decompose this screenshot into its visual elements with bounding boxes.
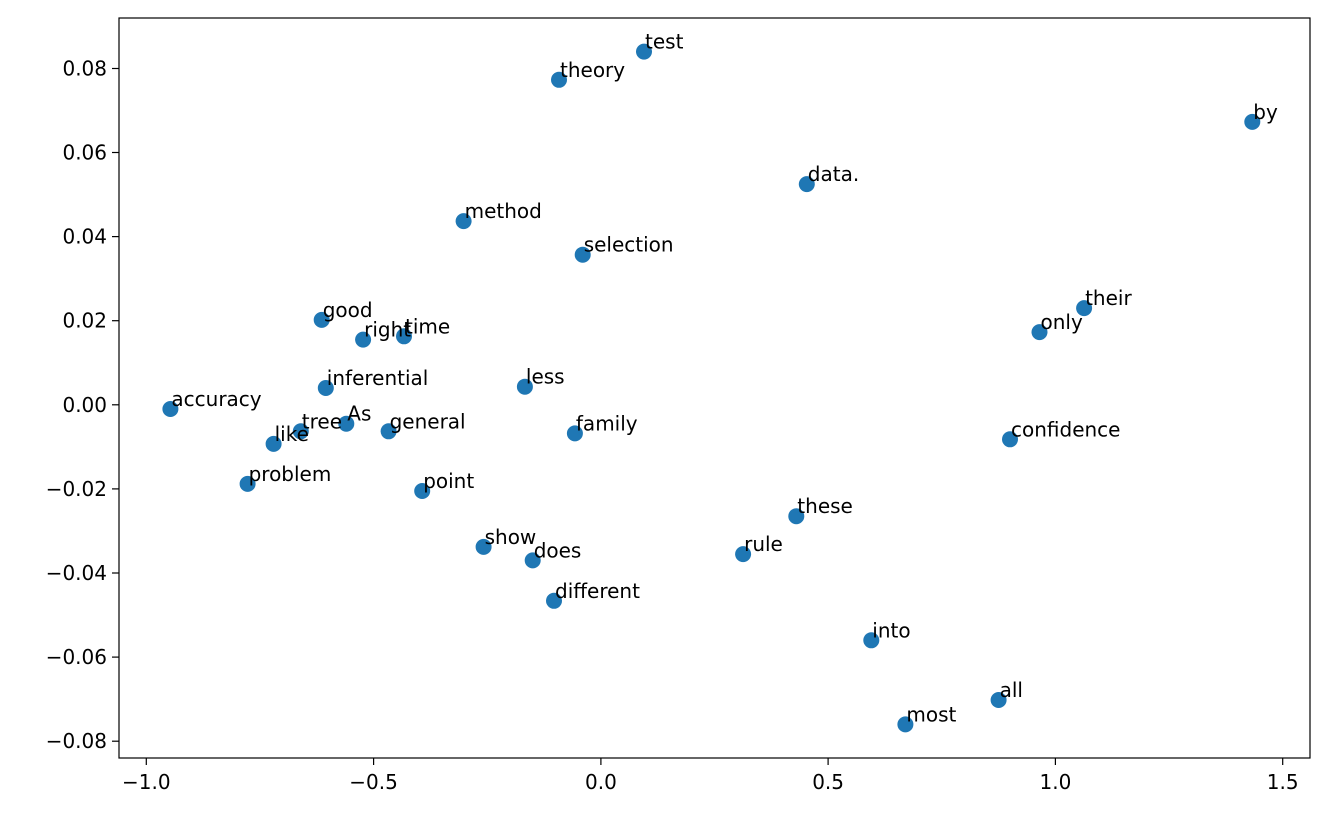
data-point — [414, 483, 431, 499]
point-label: theory — [560, 58, 625, 82]
data-point — [735, 546, 752, 563]
data-point — [239, 475, 256, 492]
data-point — [1002, 431, 1018, 448]
data-point — [574, 246, 591, 263]
point-label: selection — [584, 233, 674, 257]
point-label: test — [645, 30, 684, 54]
data-point — [1076, 300, 1093, 317]
y-tick-label: −0.08 — [46, 729, 107, 753]
y-tick-label: 0.00 — [62, 393, 107, 417]
point-label: inferential — [327, 366, 429, 390]
y-tick-label: 0.06 — [62, 141, 107, 165]
data-point — [355, 331, 372, 348]
data-point — [524, 552, 541, 569]
data-point — [990, 692, 1007, 708]
data-points — [162, 43, 1261, 733]
point-label: most — [906, 702, 956, 726]
point-labels: test theory by data. method selection their goo… — [171, 30, 1278, 727]
x-axis-ticks: −1.0 −0.5 0.0 0.5 1.0 1.5 — [122, 758, 1299, 794]
data-point — [455, 213, 472, 230]
y-tick-label: 0.04 — [62, 225, 107, 249]
data-point — [475, 538, 492, 555]
data-point — [516, 378, 533, 395]
point-label: data. — [808, 162, 859, 186]
y-tick-label: −0.04 — [46, 561, 107, 585]
data-point — [566, 425, 583, 442]
data-point — [265, 435, 282, 452]
y-tick-label: −0.02 — [46, 477, 107, 501]
point-label: right — [364, 318, 411, 342]
point-label: by — [1253, 100, 1278, 124]
data-point — [788, 508, 805, 525]
x-tick-label: −1.0 — [122, 770, 171, 794]
data-point — [292, 423, 309, 440]
x-tick-label: 1.0 — [1039, 770, 1071, 794]
point-label: good — [323, 298, 373, 322]
data-point — [338, 415, 355, 432]
x-tick-label: 0.5 — [812, 770, 844, 794]
point-label: these — [797, 494, 853, 518]
y-tick-label: 0.08 — [62, 57, 107, 81]
point-label: confidence — [1011, 417, 1120, 441]
point-label: accuracy — [171, 387, 261, 411]
data-point — [897, 716, 914, 733]
y-tick-label: −0.06 — [46, 645, 107, 669]
data-point — [380, 423, 397, 440]
data-point — [1031, 324, 1048, 341]
point-label: tree — [302, 409, 342, 433]
point-label: rule — [744, 532, 783, 556]
data-point — [798, 176, 815, 193]
data-point — [546, 592, 562, 609]
point-label: like — [275, 422, 309, 446]
point-label: As — [347, 402, 371, 426]
point-label: point — [423, 469, 474, 493]
point-label: different — [555, 579, 640, 603]
data-point — [863, 632, 880, 649]
data-point — [313, 311, 330, 328]
point-label: does — [534, 538, 582, 562]
point-label: family — [576, 411, 638, 435]
x-tick-label: 1.5 — [1267, 770, 1299, 794]
data-point — [636, 43, 652, 60]
point-label: only — [1041, 310, 1083, 334]
point-label: problem — [249, 462, 332, 486]
x-tick-label: 0.0 — [585, 770, 617, 794]
data-point — [162, 401, 179, 417]
point-label: method — [465, 199, 542, 223]
point-label: all — [1000, 678, 1023, 702]
point-label: into — [872, 618, 910, 642]
x-tick-label: −0.5 — [349, 770, 398, 794]
data-point — [551, 71, 567, 88]
point-label: time — [405, 314, 450, 338]
point-label: their — [1085, 286, 1132, 310]
point-label: less — [526, 365, 565, 389]
y-tick-label: 0.02 — [62, 309, 107, 333]
data-point — [1244, 113, 1261, 130]
data-point — [396, 328, 412, 345]
y-axis-ticks: −0.08 −0.06 −0.04 −0.02 0.00 0.02 0.04 0.06 0.08 — [46, 57, 119, 753]
point-label: show — [485, 525, 537, 549]
plot-area-frame — [118, 17, 1311, 759]
point-label: general — [390, 409, 466, 433]
data-point — [317, 380, 334, 396]
